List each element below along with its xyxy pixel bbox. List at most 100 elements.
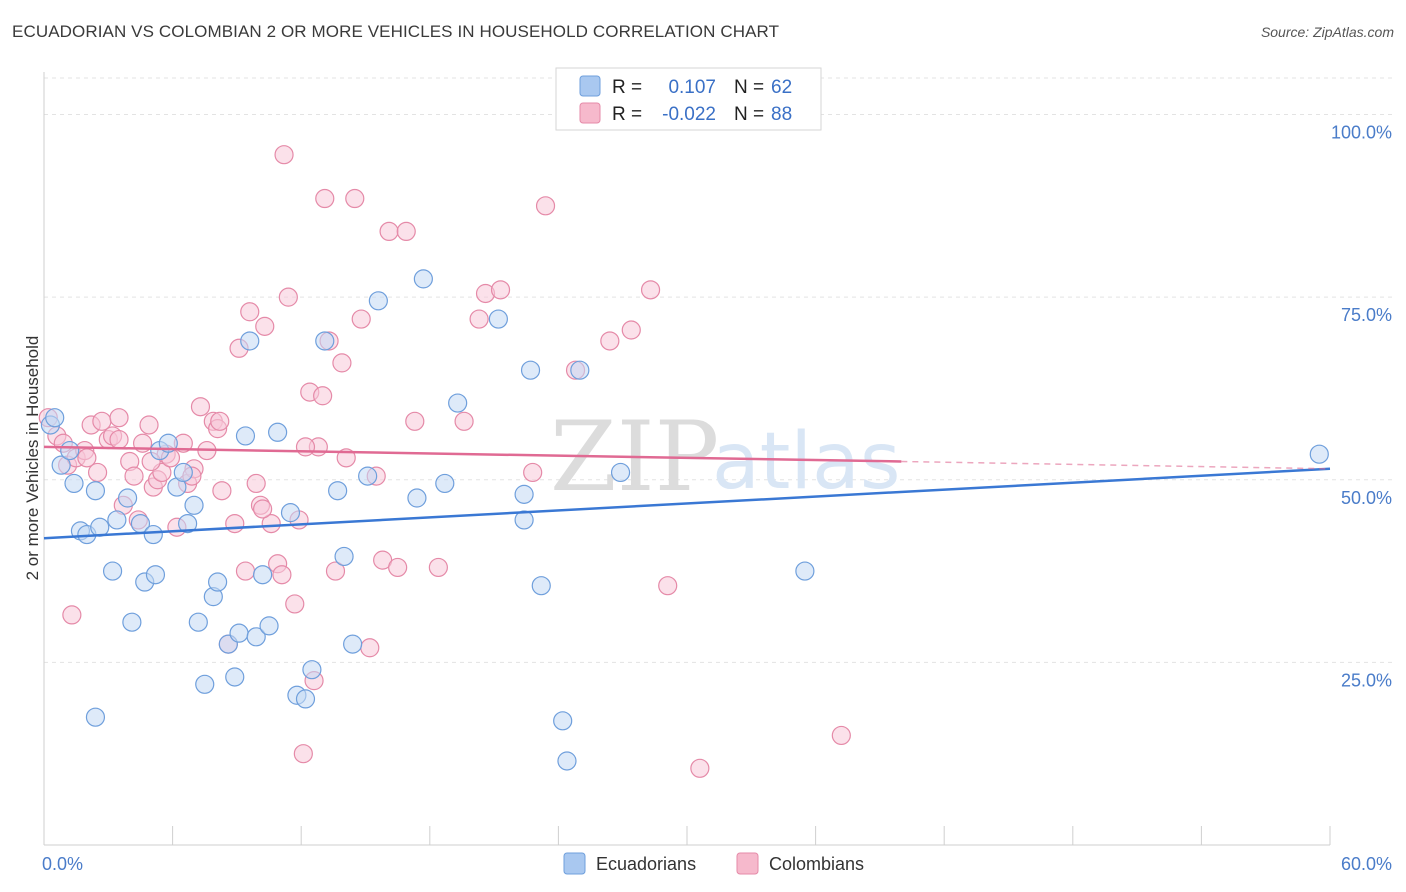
- ecuadorian-point: [334, 546, 354, 567]
- legend-n-value-colombians: 88: [771, 104, 792, 125]
- colombian-point: [261, 513, 281, 534]
- ecuadorian-point: [117, 488, 138, 508]
- ecuadorian-point: [173, 462, 193, 483]
- ecuadorian-point: [268, 422, 288, 442]
- ecuadorian-point: [90, 517, 110, 537]
- x-tick-label-max: 60.0%: [1341, 854, 1392, 874]
- colombian-point: [109, 408, 129, 428]
- series-legend-label-ecuadorians: Ecuadorians: [596, 854, 696, 874]
- stats-legend: R = 0.107 N = 62 R = -0.022 N = 88: [555, 67, 822, 131]
- colombian-point: [295, 437, 316, 457]
- trend-lines: [43, 445, 1331, 540]
- ecuadorian-point: [208, 572, 228, 592]
- series-legend-swatch-colombians: [736, 852, 759, 875]
- legend-r-value-ecuadorians: 0.107: [668, 77, 716, 98]
- colombian-point: [124, 466, 144, 486]
- ecuadorian-point: [435, 473, 455, 494]
- series-legend-label-colombians: Colombians: [769, 854, 864, 874]
- ecuadorian-point: [253, 565, 273, 585]
- ecuadorian-point: [102, 561, 123, 581]
- x-ticks: [43, 826, 1331, 845]
- ecuadorian-point: [259, 616, 279, 636]
- colombian-point: [523, 462, 543, 483]
- ecuadorian-point: [178, 513, 198, 534]
- series-legend: Ecuadorians Colombians: [563, 852, 864, 875]
- colombian-point: [428, 557, 448, 578]
- ecuadorian-point: [280, 503, 301, 523]
- ecuadorian-point: [107, 510, 127, 530]
- colombian-point: [396, 221, 416, 241]
- ecuadorian-point: [328, 481, 348, 501]
- legend-n-label-ecuadorians: N =: [734, 77, 764, 98]
- ecuadorian-point: [407, 488, 427, 508]
- ecuadorian-point: [45, 408, 65, 428]
- ecuadorian-point: [145, 565, 166, 585]
- ecuadorian-point: [795, 561, 815, 581]
- colombian-point: [293, 744, 313, 764]
- ecuadorian-point: [514, 510, 534, 530]
- colombian-point: [325, 561, 346, 581]
- ecuadorian-point: [85, 707, 106, 727]
- y-axis-label: 2 or more Vehicles in Household: [23, 336, 42, 581]
- colombian-point: [235, 561, 256, 581]
- ecuadorian-point: [610, 462, 631, 483]
- colombian-point: [351, 309, 371, 329]
- legend-swatch-colombians: [579, 102, 601, 124]
- legend-n-label-colombians: N =: [734, 104, 764, 125]
- ecuadorian-point: [184, 495, 204, 515]
- colombian-point: [210, 411, 230, 431]
- colombian-point: [469, 309, 489, 329]
- colombian-point: [690, 758, 710, 778]
- ecuadorian-point: [557, 751, 577, 771]
- ecuadorian-points: [40, 269, 1329, 771]
- legend-r-value-colombians: -0.022: [662, 104, 716, 125]
- ecuadorian-point: [570, 360, 590, 380]
- colombian-point: [405, 411, 425, 431]
- colombian-point: [454, 411, 474, 431]
- trend-line-colombians: [43, 445, 902, 463]
- ecuadorian-point: [358, 466, 378, 486]
- ecuadorian-point: [343, 634, 363, 654]
- colombian-point: [212, 481, 232, 501]
- ecuadorian-point: [64, 473, 84, 494]
- colombian-point: [190, 397, 211, 417]
- ecuadorian-point: [229, 623, 249, 643]
- ecuadorian-point: [368, 291, 388, 311]
- ecuadorian-point: [240, 331, 260, 351]
- colombian-point: [379, 221, 399, 241]
- ecuadorian-point: [235, 426, 256, 446]
- trend-line-colombians-extension: [901, 460, 1331, 470]
- colombian-point: [535, 196, 556, 216]
- colombian-point: [360, 638, 380, 658]
- source-label: Source: ZipAtlas.com: [1260, 24, 1394, 40]
- ecuadorian-point: [531, 576, 551, 596]
- colombian-point: [621, 320, 641, 340]
- colombian-points: [38, 145, 851, 778]
- ecuadorian-point: [514, 484, 534, 504]
- ecuadorian-point: [488, 309, 508, 329]
- legend-r-label-ecuadorians: R =: [612, 77, 642, 98]
- colombian-point: [255, 316, 275, 336]
- colombian-point: [272, 565, 292, 585]
- colombian-point: [640, 280, 661, 300]
- ecuadorian-point: [60, 440, 80, 461]
- ecuadorian-point: [448, 393, 468, 413]
- ecuadorian-point: [302, 660, 322, 680]
- colombian-point: [490, 280, 511, 300]
- ecuadorian-point: [143, 524, 163, 545]
- colombian-point: [285, 594, 305, 614]
- colombian-point: [388, 557, 408, 578]
- colombian-point: [831, 725, 851, 746]
- colombian-point: [246, 473, 266, 494]
- ecuadorian-point: [225, 667, 245, 687]
- ecuadorian-point: [553, 711, 573, 731]
- ecuadorian-point: [188, 612, 208, 632]
- colombian-point: [313, 386, 333, 406]
- ecuadorian-point: [295, 689, 316, 709]
- trend-line-ecuadorians: [43, 467, 1331, 540]
- y-tick-label: 25.0%: [1341, 670, 1392, 690]
- colombian-point: [332, 353, 352, 373]
- ecuadorian-point: [413, 269, 433, 289]
- colombian-point: [253, 499, 273, 519]
